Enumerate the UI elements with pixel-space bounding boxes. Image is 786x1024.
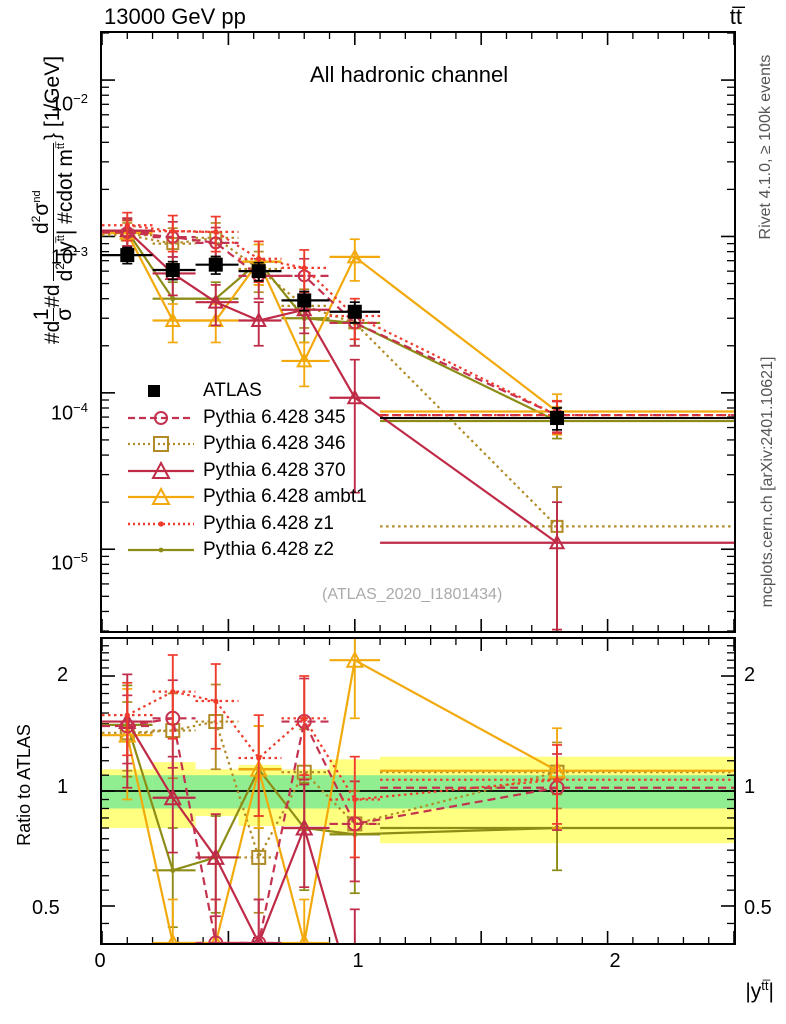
y-tick-label-1e-5: 10−5: [50, 550, 88, 575]
legend: ATLAS Pythia 6.428 345 Pythia 6.428 346 …: [128, 378, 367, 564]
header-process-label: tt̅: [729, 4, 742, 29]
y-tick-label-1e-4: 10−4: [50, 400, 88, 425]
ratio-plot-canvas: [102, 639, 734, 943]
ratio-y-tick-left-2: 2: [57, 664, 69, 686]
legend-item-z1[interactable]: Pythia 6.428 z1: [128, 511, 367, 538]
legend-label-ambt1: Pythia 6.428 ambt1: [203, 486, 367, 507]
legend-label-370: Pythia 6.428 370: [203, 459, 346, 481]
analysis-watermark: (ATLAS_2020_I1801434): [322, 586, 503, 603]
legend-label-z2: Pythia 6.428 z2: [203, 539, 334, 560]
x-tick-label-0: 0: [94, 950, 106, 972]
channel-title: All hadronic channel: [310, 62, 509, 87]
legend-key-z2: [128, 538, 194, 562]
mcplots-caption: mcplots.cern.ch [arXiv:2401.10621]: [759, 356, 776, 608]
legend-key-atlas: [128, 379, 194, 403]
ratio-y-tick-right-1: 1: [744, 776, 756, 798]
y-tick-label-1e-3: 10−3: [50, 244, 88, 269]
legend-item-ambt1[interactable]: Pythia 6.428 ambt1: [128, 484, 367, 511]
x-tick-label-1: 1: [352, 950, 364, 972]
main-plot-canvas: [102, 33, 734, 631]
ratio-y-axis-title: Ratio to ATLAS: [14, 724, 34, 846]
ratio-y-tick-right-0p5: 0.5: [744, 897, 772, 919]
legend-item-370[interactable]: Pythia 6.428 370: [128, 458, 367, 485]
header-energy-label: 13000 GeV pp: [104, 4, 246, 29]
x-tick-label-2: 2: [609, 950, 621, 972]
legend-item-345[interactable]: Pythia 6.428 345: [128, 405, 367, 432]
ratio-y-tick-left-1: 1: [57, 776, 69, 798]
legend-item-346[interactable]: Pythia 6.428 346: [128, 431, 367, 458]
legend-key-370: [128, 459, 194, 483]
main-plot-panel: [100, 31, 736, 633]
y-tick-label-1e-2: 10−2: [50, 91, 88, 116]
legend-label-346: Pythia 6.428 346: [203, 433, 346, 454]
legend-key-ambt1: [128, 485, 194, 509]
legend-label-z1: Pythia 6.428 z1: [203, 512, 334, 534]
y-axis-title: #d 1 σ #d d2σnd d2 |yt̅t| #cdot mtt̅} [1/…: [29, 55, 78, 345]
legend-item-atlas[interactable]: ATLAS: [128, 378, 367, 405]
legend-key-z1: [128, 512, 194, 536]
legend-item-z2[interactable]: Pythia 6.428 z2: [128, 537, 367, 564]
ratio-plot-panel: [100, 637, 736, 945]
legend-key-346: [128, 432, 194, 456]
legend-key-345: [128, 406, 194, 430]
ratio-y-tick-left-0p5: 0.5: [32, 897, 60, 919]
legend-label-atlas: ATLAS: [203, 380, 262, 401]
legend-label-345: Pythia 6.428 345: [203, 406, 346, 428]
ratio-y-tick-right-2: 2: [744, 664, 756, 686]
x-axis-title: |ytt̅|: [745, 978, 774, 1003]
